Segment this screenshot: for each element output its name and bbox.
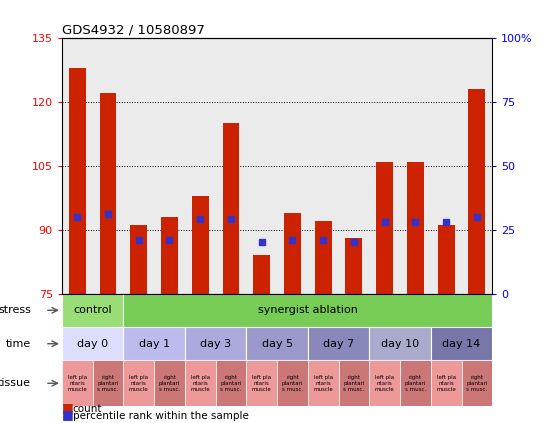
Bar — [192, 195, 209, 294]
Bar — [431, 360, 462, 406]
Bar — [431, 327, 492, 360]
Text: right
plantari
s musc.: right plantari s musc. — [282, 375, 303, 392]
Text: ■: ■ — [62, 408, 74, 421]
Bar — [469, 89, 485, 294]
Bar — [216, 360, 246, 406]
Bar — [438, 225, 455, 294]
Bar — [62, 327, 123, 360]
Bar — [308, 327, 369, 360]
Text: left pla
ntaris
muscle: left pla ntaris muscle — [190, 375, 210, 392]
Bar — [123, 360, 154, 406]
Bar — [315, 221, 331, 294]
Bar — [223, 123, 239, 294]
Text: day 3: day 3 — [200, 339, 231, 349]
Bar — [376, 162, 393, 294]
Bar — [123, 294, 492, 327]
Bar — [400, 360, 431, 406]
Text: right
plantari
s musc.: right plantari s musc. — [159, 375, 180, 392]
Bar — [185, 38, 216, 294]
Bar — [216, 38, 246, 294]
Text: right
plantari
s musc.: right plantari s musc. — [97, 375, 119, 392]
Bar — [308, 38, 338, 294]
Text: day 10: day 10 — [381, 339, 419, 349]
Bar — [462, 38, 492, 294]
Bar — [93, 38, 123, 294]
Bar — [185, 327, 246, 360]
Bar — [62, 38, 93, 294]
Text: stress: stress — [0, 305, 31, 315]
Bar — [462, 360, 492, 406]
Text: day 14: day 14 — [442, 339, 480, 349]
Text: day 7: day 7 — [323, 339, 354, 349]
Text: left pla
ntaris
muscle: left pla ntaris muscle — [252, 375, 272, 392]
Bar — [407, 162, 424, 294]
Bar — [277, 38, 308, 294]
Bar — [62, 360, 93, 406]
Text: left pla
ntaris
muscle: left pla ntaris muscle — [129, 375, 148, 392]
Bar — [185, 360, 216, 406]
Text: time: time — [6, 339, 31, 349]
Bar — [161, 217, 178, 294]
Text: control: control — [73, 305, 112, 315]
Text: ■: ■ — [62, 401, 74, 414]
Bar — [69, 68, 86, 294]
Bar — [345, 238, 363, 294]
Bar — [308, 360, 338, 406]
Text: left pla
ntaris
muscle: left pla ntaris muscle — [67, 375, 87, 392]
Text: day 0: day 0 — [77, 339, 108, 349]
Bar — [130, 225, 147, 294]
Bar — [277, 360, 308, 406]
Bar — [62, 294, 123, 327]
Text: tissue: tissue — [0, 378, 31, 388]
Text: day 1: day 1 — [139, 339, 169, 349]
Bar — [369, 360, 400, 406]
Bar — [284, 213, 301, 294]
Bar — [246, 327, 308, 360]
Bar — [100, 93, 116, 294]
Text: day 5: day 5 — [261, 339, 293, 349]
Text: GDS4932 / 10580897: GDS4932 / 10580897 — [62, 24, 205, 37]
Text: synergist ablation: synergist ablation — [258, 305, 358, 315]
Bar — [431, 38, 462, 294]
Bar — [369, 38, 400, 294]
Bar — [123, 38, 154, 294]
Bar — [246, 360, 277, 406]
Bar — [369, 327, 431, 360]
Text: percentile rank within the sample: percentile rank within the sample — [73, 411, 249, 421]
Text: left pla
ntaris
muscle: left pla ntaris muscle — [436, 375, 456, 392]
Bar — [154, 360, 185, 406]
Bar — [93, 360, 123, 406]
Text: right
plantari
s musc.: right plantari s musc. — [405, 375, 426, 392]
Text: left pla
ntaris
muscle: left pla ntaris muscle — [375, 375, 394, 392]
Text: count: count — [73, 404, 102, 414]
Text: right
plantari
s musc.: right plantari s musc. — [343, 375, 365, 392]
Bar — [400, 38, 431, 294]
Bar — [338, 360, 369, 406]
Text: left pla
ntaris
muscle: left pla ntaris muscle — [313, 375, 333, 392]
Bar — [123, 327, 185, 360]
Bar — [154, 38, 185, 294]
Text: right
plantari
s musc.: right plantari s musc. — [466, 375, 487, 392]
Text: right
plantari
s musc.: right plantari s musc. — [220, 375, 242, 392]
Bar — [253, 255, 270, 294]
Bar — [246, 38, 277, 294]
Bar — [338, 38, 369, 294]
